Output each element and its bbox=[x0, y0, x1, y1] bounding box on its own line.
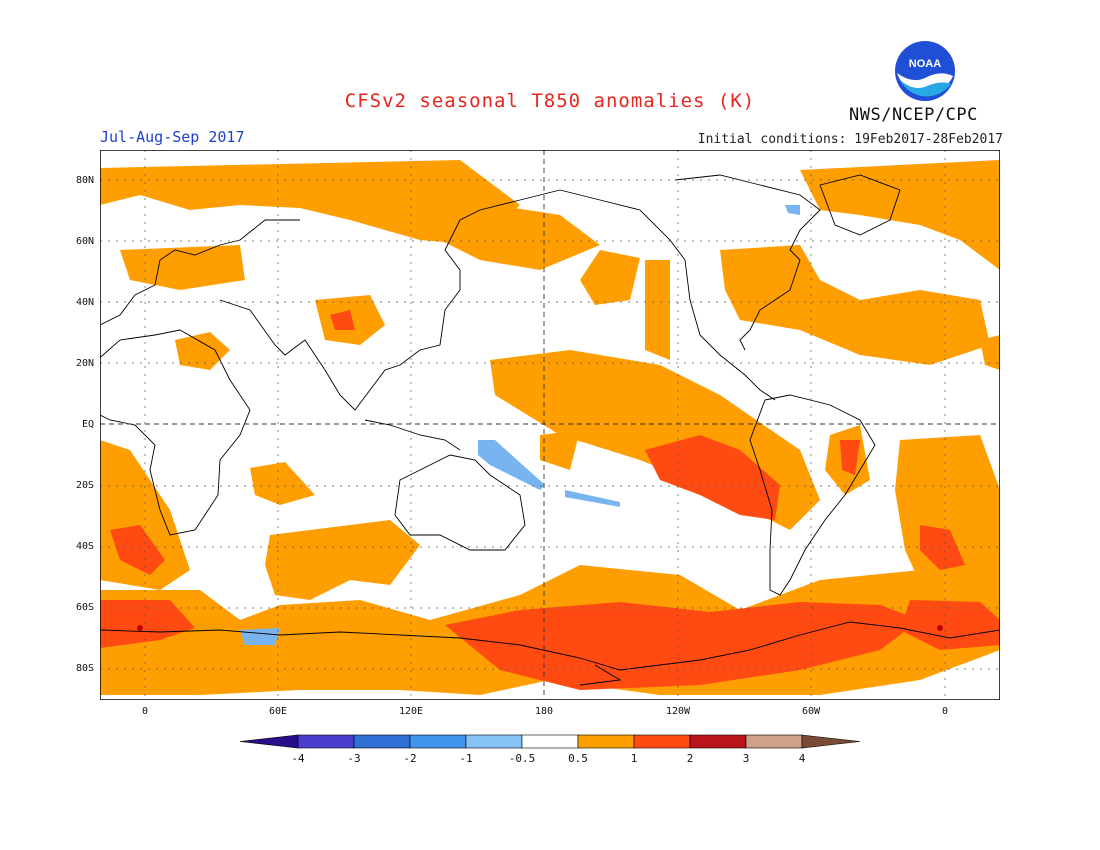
colorbar-label: -2 bbox=[403, 752, 417, 765]
colorbar-cell bbox=[297, 734, 355, 749]
lat-label-60s: 60S bbox=[75, 602, 94, 613]
noaa-logo-text: NOAA bbox=[909, 58, 941, 70]
colorbar-cell bbox=[353, 734, 411, 749]
colorbar-label: -1 bbox=[459, 752, 473, 765]
colorbar-extend-high bbox=[801, 734, 861, 749]
colorbar-label: 4 bbox=[798, 752, 806, 765]
anomaly-map bbox=[100, 150, 1000, 700]
lat-label-80n: 80N bbox=[75, 175, 94, 186]
lon-label-60w: 60W bbox=[801, 706, 821, 717]
lat-label-40s: 40S bbox=[75, 541, 94, 552]
colorbar-cell bbox=[633, 734, 691, 749]
colorbar-label: -0.5 bbox=[508, 752, 536, 765]
colorbar-cell bbox=[577, 734, 635, 749]
colorbar-extend-low bbox=[240, 734, 299, 749]
lon-label-180: 180 bbox=[534, 706, 554, 717]
lon-label-0-west: 0 bbox=[141, 706, 149, 717]
lon-label-0-east: 0 bbox=[941, 706, 949, 717]
noaa-logo: NOAA bbox=[895, 41, 955, 101]
lon-label-60e: 60E bbox=[268, 706, 288, 717]
coastlines bbox=[100, 174, 1000, 686]
colorbar-label: 0.5 bbox=[568, 752, 588, 765]
darkred-anomaly-spots bbox=[137, 625, 943, 631]
lat-label-20n: 20N bbox=[75, 358, 94, 369]
initial-conditions-label: Initial conditions: 19Feb2017-28Feb2017 bbox=[697, 132, 1003, 147]
colorbar-cell bbox=[465, 734, 523, 749]
colorbar-label: 1 bbox=[630, 752, 638, 765]
season-label: Jul-Aug-Sep 2017 bbox=[100, 128, 245, 146]
colorbar-cell bbox=[745, 734, 803, 749]
colorbar-label: -4 bbox=[291, 752, 305, 765]
agency-label: NWS/NCEP/CPC bbox=[849, 105, 978, 125]
lat-label-60n: 60N bbox=[75, 236, 94, 247]
lat-label-eq: EQ bbox=[81, 419, 94, 430]
colorbar-label: 3 bbox=[742, 752, 750, 765]
map-title: CFSv2 seasonal T850 anomalies (K) bbox=[344, 90, 756, 112]
lon-label-120e: 120E bbox=[398, 706, 424, 717]
equator-and-dateline bbox=[100, 150, 1000, 700]
colorbar-cell bbox=[521, 734, 579, 749]
graticule bbox=[100, 150, 1000, 700]
colorbar bbox=[240, 734, 861, 749]
colorbar-label: -3 bbox=[347, 752, 361, 765]
lat-label-20s: 20S bbox=[75, 480, 94, 491]
lat-label-40n: 40N bbox=[75, 297, 94, 308]
colorbar-cell bbox=[689, 734, 747, 749]
red-anomaly-regions bbox=[100, 310, 1000, 690]
lat-label-80s: 80S bbox=[75, 663, 94, 674]
lon-label-120w: 120W bbox=[665, 706, 691, 717]
colorbar-label: 2 bbox=[686, 752, 694, 765]
colorbar-cell bbox=[409, 734, 467, 749]
